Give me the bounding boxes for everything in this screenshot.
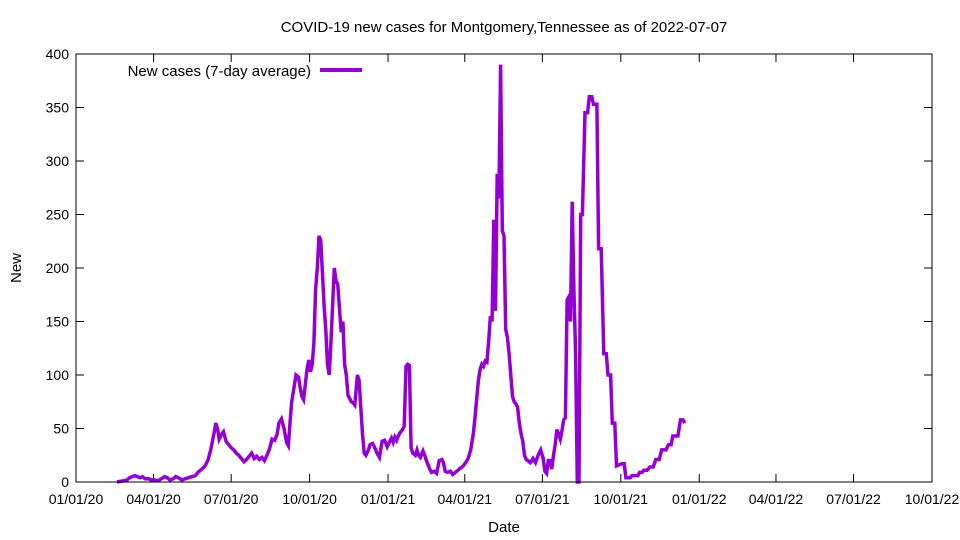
y-tick-label: 0	[61, 474, 69, 490]
x-tick-label: 07/01/21	[515, 491, 570, 507]
axis-ticks	[75, 53, 933, 483]
x-tick-label: 10/01/21	[594, 491, 649, 507]
x-tick-label: 01/01/21	[361, 491, 416, 507]
y-tick-label: 100	[46, 367, 70, 383]
y-axis-tick-labels: 0 50 100 150 200 250 300 350 400	[46, 46, 70, 490]
y-tick-label: 250	[46, 207, 70, 223]
x-tick-label: 10/01/22	[905, 491, 960, 507]
chart-title: COVID-19 new cases for Montgomery,Tennes…	[281, 19, 728, 36]
x-tick-label: 01/01/22	[672, 491, 727, 507]
y-tick-label: 350	[46, 100, 70, 116]
x-tick-label: 04/01/21	[438, 491, 493, 507]
legend: New cases (7-day average)	[128, 63, 362, 80]
plot-frame	[75, 53, 933, 483]
x-tick-label: 07/01/20	[204, 491, 259, 507]
y-axis-label: New	[8, 253, 25, 283]
y-tick-label: 200	[46, 260, 70, 276]
series-line	[116, 64, 687, 484]
x-tick-label: 07/01/22	[826, 491, 881, 507]
series-layer	[116, 64, 687, 484]
x-tick-label: 10/01/20	[282, 491, 337, 507]
x-axis-label: Date	[488, 519, 520, 536]
y-tick-label: 300	[46, 153, 70, 169]
y-tick-label: 50	[53, 421, 69, 437]
legend-label: New cases (7-day average)	[128, 63, 311, 80]
x-tick-label: 04/01/22	[749, 491, 804, 507]
x-axis-tick-labels: 01/01/20 04/01/20 07/01/20 10/01/20 01/01/21…	[49, 491, 960, 507]
x-tick-label: 04/01/20	[126, 491, 181, 507]
y-tick-label: 400	[46, 46, 70, 62]
y-tick-label: 150	[46, 314, 70, 330]
x-tick-label: 01/01/20	[49, 491, 104, 507]
